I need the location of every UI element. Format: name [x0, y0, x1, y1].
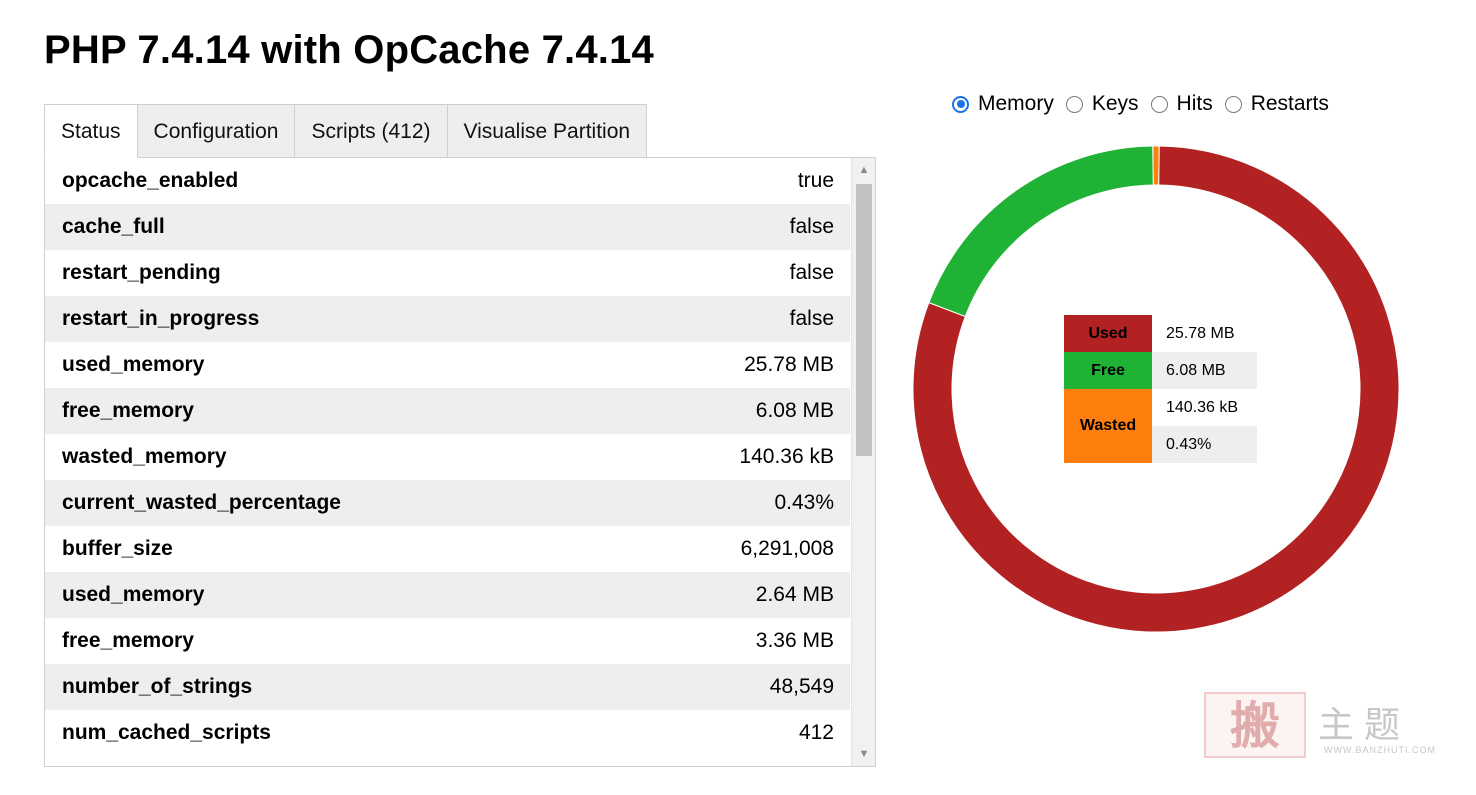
- watermark-url: WWW.BANZHUTI.COM: [1324, 745, 1436, 755]
- radio-label: Restarts: [1250, 92, 1329, 115]
- radio-button-icon[interactable]: [1065, 95, 1083, 113]
- radio-button-icon[interactable]: [1150, 95, 1168, 113]
- legend-wasted-label: Wasted: [1064, 389, 1152, 463]
- table-row: restart_in_progress false: [45, 296, 850, 342]
- row-key: used_memory: [62, 353, 205, 376]
- page-title: PHP 7.4.14 with OpCache 7.4.14: [44, 28, 654, 72]
- status-panel: opcache_enabled true cache_full false restar…: [44, 157, 876, 767]
- row-key: current_wasted_percentage: [62, 491, 341, 514]
- radio-label: Hits: [1176, 92, 1213, 115]
- table-row: cache_full false: [45, 204, 850, 250]
- row-value: 6,291,008: [740, 537, 834, 560]
- radio-memory[interactable]: Memory: [952, 92, 1054, 116]
- row-value: 0.43%: [774, 491, 834, 514]
- row-key: restart_in_progress: [62, 307, 260, 330]
- legend-wasted-percent: 0.43%: [1152, 426, 1257, 463]
- row-key: used_memory: [62, 583, 205, 606]
- table-row: wasted_memory 140.36 kB: [45, 434, 850, 480]
- row-key: number_of_strings: [62, 675, 253, 698]
- row-key: opcache_enabled: [62, 169, 239, 192]
- row-key: free_memory: [62, 399, 194, 422]
- radio-restarts[interactable]: Restarts: [1224, 92, 1329, 116]
- legend-free-value: 6.08 MB: [1152, 352, 1257, 389]
- table-row: used_memory 2.64 MB: [45, 572, 850, 618]
- legend-used-label: Used: [1064, 315, 1152, 352]
- donut-slice-free[interactable]: [928, 145, 1154, 318]
- row-value: 412: [798, 721, 834, 744]
- table-row: free_memory 3.36 MB: [45, 618, 850, 664]
- table-row: buffer_size 6,291,008: [45, 526, 850, 572]
- row-value: 3.36 MB: [755, 629, 834, 652]
- row-value: 2.64 MB: [755, 583, 834, 606]
- status-table: opcache_enabled true cache_full false restar…: [45, 158, 850, 756]
- row-key: num_cached_scripts: [62, 721, 271, 744]
- table-row: num_cached_scripts 412: [45, 710, 850, 756]
- tab-status[interactable]: Status: [44, 104, 138, 158]
- chart-legend: Used 25.78 MB Free 6.08 MB Wasted 140.36…: [1064, 315, 1257, 463]
- watermark-seal: 搬: [1204, 692, 1306, 758]
- row-value: true: [797, 169, 834, 192]
- table-row: number_of_strings 48,549: [45, 664, 850, 710]
- row-value: 25.78 MB: [744, 353, 834, 376]
- scrollbar[interactable]: ▲ ▼: [851, 158, 875, 766]
- watermark-logo: 搬 主题 WWW.BANZHUTI.COM: [1200, 688, 1440, 762]
- donut-slice-wasted[interactable]: [1152, 145, 1160, 186]
- tab-bar: Status Configuration Scripts (412) Visua…: [44, 104, 648, 158]
- row-key: wasted_memory: [62, 445, 227, 468]
- watermark-text: 主题: [1318, 705, 1411, 746]
- table-row: current_wasted_percentage 0.43%: [45, 480, 850, 526]
- row-key: buffer_size: [62, 537, 173, 560]
- chart-selector: Memory Keys Hits Restarts: [952, 92, 1341, 116]
- scroll-up-arrow-icon[interactable]: ▲: [858, 164, 870, 176]
- memory-donut-chart: [912, 145, 1400, 633]
- table-row: restart_pending false: [45, 250, 850, 296]
- legend-used-value: 25.78 MB: [1152, 315, 1257, 352]
- tab-visualise-partition[interactable]: Visualise Partition: [446, 104, 648, 158]
- radio-label: Memory: [978, 92, 1054, 115]
- radio-button-icon[interactable]: [1224, 95, 1242, 113]
- legend-free-label: Free: [1064, 352, 1152, 389]
- radio-button-icon[interactable]: [952, 95, 969, 113]
- tab-scripts[interactable]: Scripts (412): [294, 104, 448, 158]
- scroll-down-arrow-icon[interactable]: ▼: [858, 748, 870, 760]
- row-value: false: [789, 307, 834, 330]
- row-key: restart_pending: [62, 261, 221, 284]
- row-key: free_memory: [62, 629, 194, 652]
- row-value: false: [789, 215, 834, 238]
- radio-label: Keys: [1091, 92, 1139, 115]
- row-key: cache_full: [62, 215, 165, 238]
- radio-keys[interactable]: Keys: [1065, 92, 1139, 116]
- radio-hits[interactable]: Hits: [1150, 92, 1213, 116]
- donut-slice-used[interactable]: [912, 145, 1400, 633]
- row-value: false: [789, 261, 834, 284]
- scroll-thumb[interactable]: [856, 184, 872, 456]
- table-row: used_memory 25.78 MB: [45, 342, 850, 388]
- tab-configuration[interactable]: Configuration: [136, 104, 296, 158]
- row-value: 6.08 MB: [755, 399, 834, 422]
- table-row: free_memory 6.08 MB: [45, 388, 850, 434]
- row-value: 48,549: [769, 675, 834, 698]
- row-value: 140.36 kB: [739, 445, 834, 468]
- legend-wasted-value: 140.36 kB: [1152, 389, 1257, 426]
- table-row: opcache_enabled true: [45, 158, 850, 204]
